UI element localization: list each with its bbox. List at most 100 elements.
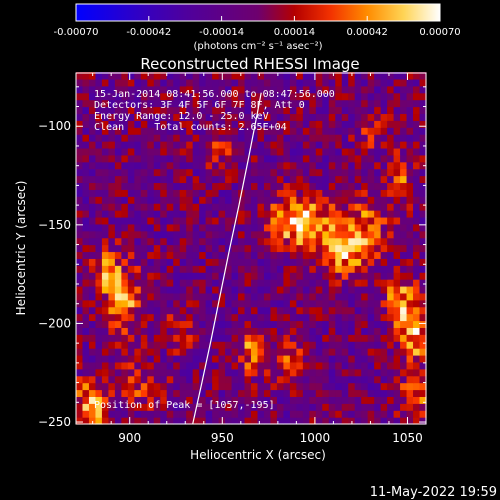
heatmap-pixel: [218, 285, 226, 294]
heatmap-pixel: [251, 120, 259, 128]
heatmap-pixel: [374, 361, 382, 370]
heatmap-pixel: [173, 299, 181, 308]
heatmap-pixel: [179, 417, 187, 425]
heatmap-pixel: [231, 306, 239, 315]
heatmap-pixel: [199, 313, 207, 322]
heatmap-pixel: [101, 375, 110, 384]
heatmap-pixel: [251, 244, 259, 253]
heatmap-pixel: [315, 403, 323, 411]
heatmap-pixel: [361, 334, 369, 342]
heatmap-pixel: [101, 279, 110, 287]
heatmap-pixel: [166, 389, 174, 397]
heatmap-pixel: [212, 368, 220, 377]
heatmap-pixel: [380, 120, 388, 128]
heatmap-pixel: [205, 368, 213, 377]
heatmap-pixel: [302, 120, 310, 128]
heatmap-pixel: [173, 244, 181, 253]
heatmap-pixel: [283, 258, 291, 266]
heatmap-pixel: [335, 127, 343, 135]
heatmap-pixel: [309, 354, 317, 363]
heatmap-pixel: [322, 196, 330, 204]
heatmap-pixel: [302, 285, 310, 294]
heatmap-pixel: [147, 168, 155, 177]
heatmap-pixel: [231, 78, 239, 87]
heatmap-pixel: [95, 272, 103, 280]
heatmap-pixel: [76, 396, 84, 404]
heatmap-pixel: [127, 368, 135, 377]
heatmap-pixel: [406, 403, 414, 411]
heatmap-pixel: [335, 230, 343, 239]
heatmap-pixel: [374, 154, 382, 163]
heatmap-pixel: [238, 147, 246, 156]
heatmap-pixel: [95, 251, 103, 259]
heatmap-pixel: [88, 279, 97, 287]
heatmap-pixel: [199, 203, 207, 211]
heatmap-pixel: [387, 313, 395, 322]
heatmap-pixel: [413, 361, 421, 370]
heatmap-pixel: [95, 244, 103, 253]
heatmap-pixel: [309, 306, 317, 315]
heatmap-pixel: [309, 189, 317, 197]
heatmap-pixel: [101, 78, 110, 87]
heatmap-pixel: [289, 85, 297, 94]
heatmap-pixel: [328, 182, 336, 190]
heatmap-pixel: [328, 258, 336, 266]
heatmap-pixel: [400, 410, 408, 418]
heatmap-pixel: [134, 348, 142, 356]
heatmap-pixel: [257, 134, 265, 142]
heatmap-pixel: [134, 113, 142, 121]
heatmap-pixel: [244, 147, 252, 156]
heatmap-pixel: [225, 120, 233, 128]
heatmap-pixel: [309, 196, 317, 204]
heatmap-pixel: [335, 265, 343, 273]
heatmap-pixel: [205, 279, 213, 287]
heatmap-pixel: [244, 279, 252, 287]
heatmap-pixel: [380, 210, 388, 218]
heatmap-pixel: [192, 99, 200, 108]
heatmap-pixel: [413, 113, 421, 121]
heatmap-pixel: [225, 368, 233, 377]
heatmap-pixel: [270, 258, 278, 266]
heatmap-pixel: [413, 403, 421, 411]
heatmap-pixel: [400, 168, 408, 177]
heatmap-pixel: [413, 410, 421, 418]
heatmap-pixel: [309, 154, 317, 163]
heatmap-pixel: [380, 147, 388, 156]
heatmap-pixel: [348, 106, 356, 115]
heatmap-pixel: [95, 237, 103, 246]
heatmap-pixel: [374, 182, 382, 190]
heatmap-pixel: [95, 417, 103, 425]
heatmap-pixel: [289, 134, 297, 142]
heatmap-pixel: [121, 368, 129, 377]
heatmap-pixel: [121, 203, 129, 211]
heatmap-pixel: [419, 134, 427, 142]
heatmap-pixel: [367, 292, 375, 301]
heatmap-pixel: [199, 120, 207, 128]
heatmap-pixel: [380, 85, 388, 94]
heatmap-pixel: [88, 120, 97, 128]
heatmap-pixel: [283, 348, 291, 356]
heatmap-pixel: [140, 299, 148, 308]
heatmap-pixel: [108, 341, 116, 349]
heatmap-pixel: [387, 258, 395, 266]
heatmap-pixel: [296, 72, 304, 80]
heatmap-pixel: [88, 382, 97, 391]
heatmap-pixel: [88, 168, 97, 177]
heatmap-pixel: [231, 168, 239, 177]
heatmap-pixel: [82, 334, 90, 342]
heatmap-pixel: [153, 216, 161, 225]
heatmap-pixel: [251, 417, 259, 425]
heatmap-pixel: [114, 85, 122, 94]
heatmap-pixel: [140, 348, 148, 356]
heatmap-pixel: [166, 244, 174, 253]
heatmap-pixel: [225, 168, 233, 177]
heatmap-pixel: [231, 251, 239, 259]
heatmap-pixel: [199, 237, 207, 246]
heatmap-pixel: [212, 237, 220, 246]
heatmap-pixel: [205, 189, 213, 197]
heatmap-pixel: [413, 265, 421, 273]
heatmap-pixel: [335, 299, 343, 308]
heatmap-pixel: [121, 244, 129, 253]
heatmap-pixel: [244, 175, 252, 184]
heatmap-pixel: [199, 382, 207, 391]
